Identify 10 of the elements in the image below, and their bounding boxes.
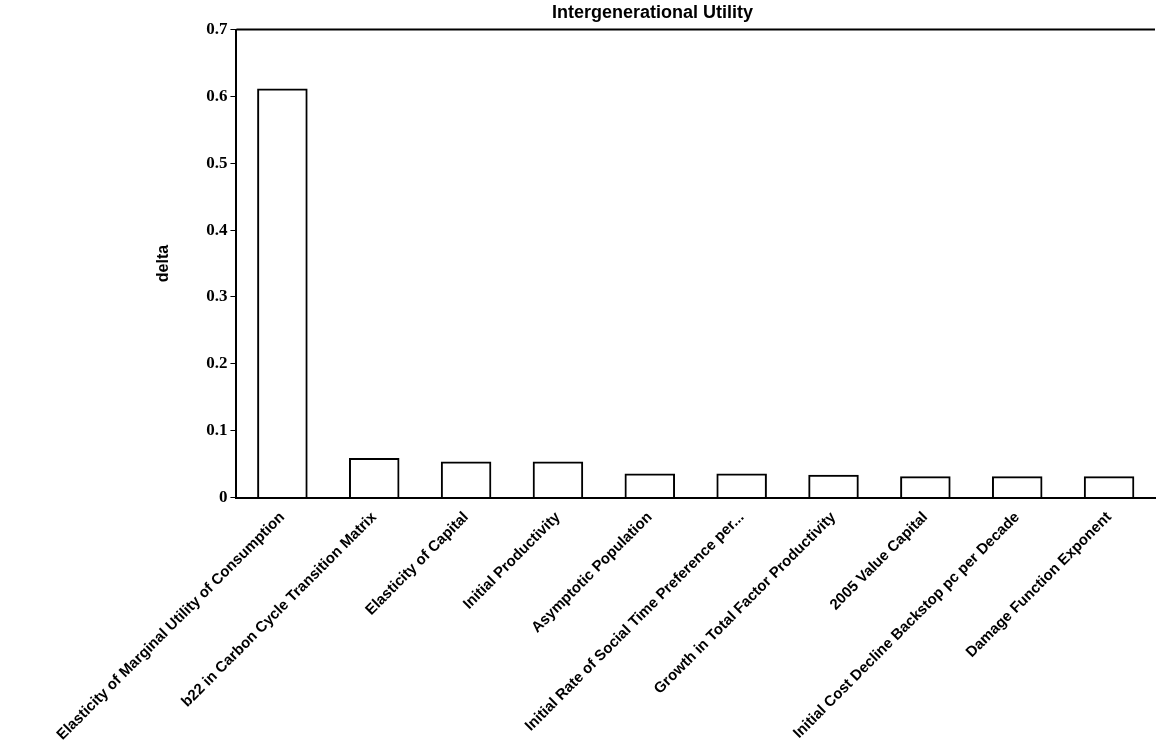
y-axis-title: delta [154, 244, 172, 283]
y-tick-label: 0.5 [206, 152, 228, 172]
y-tick-label: 0.1 [206, 420, 228, 440]
y-tick-label: 0.7 [206, 18, 228, 38]
y-tick-label: 0.3 [206, 286, 228, 306]
y-tick-label: 0.2 [206, 353, 228, 373]
y-tick-label: 0.4 [206, 219, 228, 239]
chart-title: Intergenerational Utility [551, 1, 754, 22]
y-tick-label: 0.6 [206, 85, 228, 105]
y-tick-label: 0 [218, 486, 228, 506]
